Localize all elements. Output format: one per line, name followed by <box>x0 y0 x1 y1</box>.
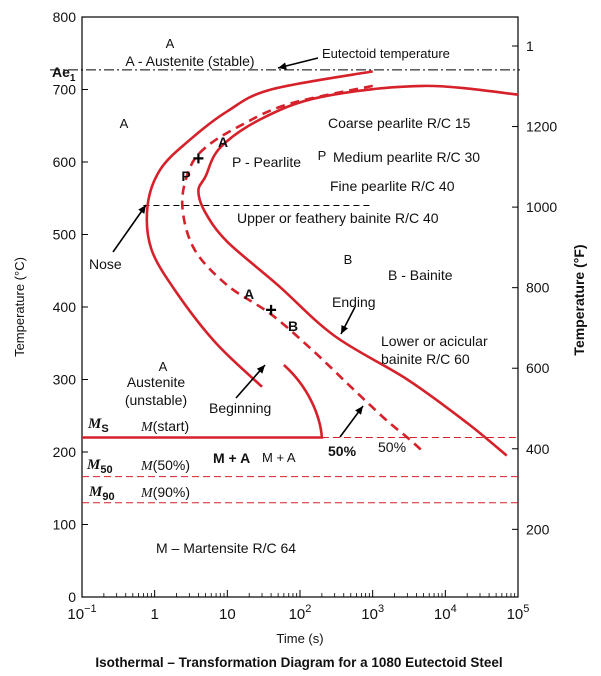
y-tick-label-right: 1000 <box>526 199 557 215</box>
label-fine-pearlite: Fine pearlite R/C 40 <box>330 178 455 194</box>
y-tick-label-right: 400 <box>526 441 550 457</box>
label-austenite-2: (unstable) <box>125 392 187 408</box>
y-tick-label-right: 1200 <box>526 119 557 135</box>
m50-base: M <box>86 457 101 473</box>
ms-sub: S <box>101 423 108 435</box>
label-b-mid: B <box>288 318 298 334</box>
mstart-m: M <box>140 420 154 435</box>
label-p-curve: P <box>181 168 190 184</box>
label-a-low: A <box>159 359 168 374</box>
mstart-suffix: (start) <box>153 418 190 434</box>
x-tick-label: 1 <box>150 606 158 623</box>
ae1-sub: 1 <box>70 73 76 84</box>
x-axis-label: Time (s) <box>276 631 323 646</box>
curve-fifty <box>180 84 425 453</box>
y-tick-label-right: 600 <box>526 360 550 376</box>
m90-base: M <box>88 484 103 500</box>
label-austenite-1: Austenite <box>127 374 186 390</box>
label-lower-bainite-1: Lower or acicular <box>381 333 488 349</box>
m90-sub: 90 <box>102 491 114 503</box>
label-m50-text: M(50%) <box>140 457 190 474</box>
label-bainite: B - Bainite <box>388 267 453 283</box>
x-tick-label: 10−1 <box>67 603 96 623</box>
label-martensite: M – Martensite R/C 64 <box>156 540 296 556</box>
beginning-arrow-head <box>256 365 265 374</box>
label-a-mid: A <box>244 286 254 302</box>
m90-text-suffix: (90%) <box>153 484 190 500</box>
label-medium-pearlite: Medium pearlite R/C 30 <box>333 149 480 165</box>
label-m50: M50 <box>86 457 113 476</box>
y-tick-label-right: 1 <box>526 38 534 54</box>
y-axis-label-right: Temperature (°F) <box>571 244 587 355</box>
y-tick-label-left: 100 <box>53 517 77 533</box>
label-a-top: A <box>166 36 175 51</box>
label-ms: MS <box>87 416 109 435</box>
eutectoid-arrow-head <box>278 62 287 70</box>
fifty-arrow-head <box>355 406 363 415</box>
label-upper-bainite: Upper or feathery bainite R/C 40 <box>237 210 439 226</box>
label-coarse-pearlite: Coarse pearlite R/C 15 <box>328 115 471 131</box>
x-tick-label: 104 <box>434 603 457 623</box>
y-tick-label-right: 800 <box>526 280 550 296</box>
tick-group: 0 100 200 300 400 500 600 700 800 200 400 600 800 100… <box>53 9 558 623</box>
label-beginning: Beginning <box>209 400 271 416</box>
curve-ending <box>197 84 519 457</box>
y-tick-label-left: 400 <box>53 299 77 315</box>
label-fifty-bold: 50% <box>328 443 357 459</box>
nose-arrow-head <box>138 205 146 214</box>
y-tick-label-left: 800 <box>53 9 77 25</box>
m50-text-suffix: (50%) <box>153 457 190 473</box>
label-nose: Nose <box>89 256 122 272</box>
chart-title: Isothermal – Transformation Diagram for … <box>95 655 502 670</box>
y-tick-label-left: 300 <box>53 372 77 388</box>
label-ae1: Ae1 <box>52 64 76 84</box>
label-ending: Ending <box>332 294 376 310</box>
label-a-left: A <box>120 116 129 131</box>
label-m-plus-a-bold: M + A <box>213 450 250 466</box>
y-tick-label-left: 600 <box>53 154 77 170</box>
y-tick-label-left: 700 <box>53 82 77 98</box>
y-axis-label-left: Temperature (°C) <box>12 257 27 357</box>
ms-base: M <box>87 416 102 432</box>
ae1-base: Ae <box>52 64 70 80</box>
label-m-plus-a-plain: M + A <box>262 450 296 465</box>
y-tick-label-left: 0 <box>68 589 76 605</box>
curve-group <box>82 70 519 457</box>
y-tick-label-right: 200 <box>526 521 550 537</box>
m90-text-m: M <box>140 486 154 501</box>
curve-beginning <box>145 70 373 388</box>
ending-arrow-head <box>341 325 349 334</box>
label-b-small: B <box>344 252 353 267</box>
plus-marker <box>193 153 204 164</box>
m50-text-m: M <box>140 459 154 474</box>
nose-arrow <box>112 204 147 253</box>
x-tick-label: 105 <box>507 603 530 623</box>
x-tick-label: 103 <box>361 603 384 623</box>
label-eutectoid: Eutectoid temperature <box>322 46 450 61</box>
label-m90: M90 <box>88 484 115 503</box>
label-a-curve: A <box>218 134 228 150</box>
arrow-group <box>112 57 364 438</box>
x-tick-label: 102 <box>289 603 312 623</box>
reference-lines <box>50 69 520 504</box>
label-fifty-plain: 50% <box>378 439 406 455</box>
label-lower-bainite-2: bainite R/C 60 <box>381 351 470 367</box>
label-p-small: P <box>318 148 327 163</box>
label-m90-text: M(90%) <box>140 484 190 501</box>
label-pearlite: P - Pearlite <box>232 154 301 170</box>
y-tick-label-left: 200 <box>53 444 77 460</box>
curve-ms_line <box>82 364 324 439</box>
m50-sub: 50 <box>100 464 112 476</box>
plus-marker <box>266 304 277 315</box>
y-tick-label-left: 500 <box>53 227 77 243</box>
label-mstart: M(start) <box>140 418 189 435</box>
x-tick-label: 10 <box>219 606 236 623</box>
label-austenite-stable: A - Austenite (stable) <box>125 53 254 69</box>
